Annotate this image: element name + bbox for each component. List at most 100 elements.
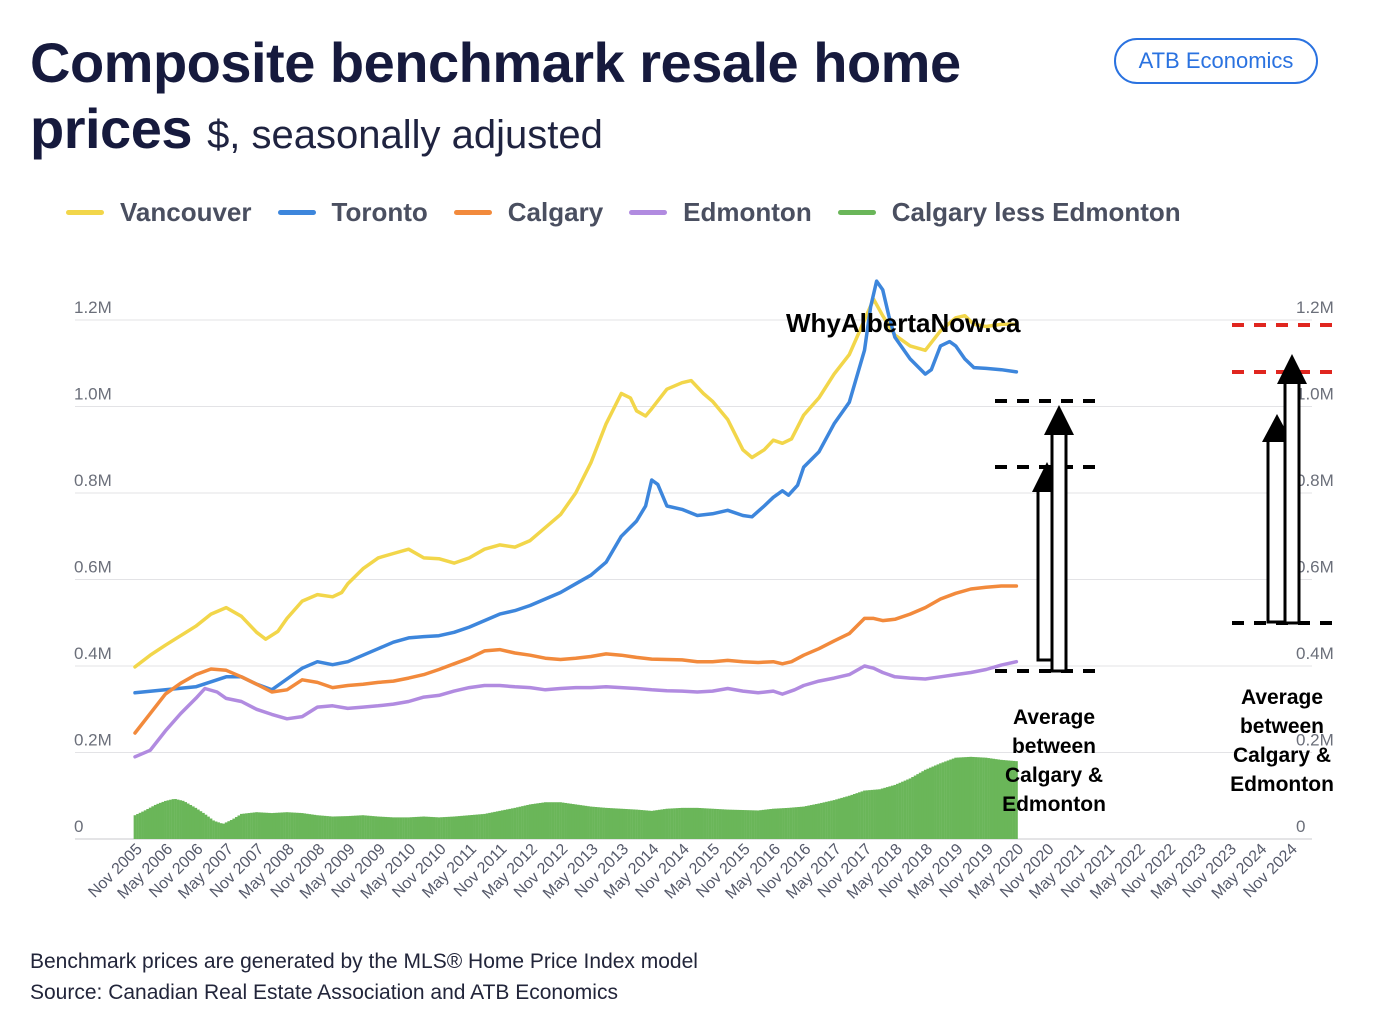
diff-bar [353, 815, 357, 839]
diff-bar [1012, 760, 1016, 839]
diff-bar [893, 784, 897, 839]
diff-bar [207, 816, 210, 839]
diff-bar [391, 817, 395, 839]
diff-bar [374, 816, 377, 839]
diff-bar [326, 816, 329, 839]
diff-bar [1015, 761, 1018, 839]
diff-bar [194, 807, 198, 839]
diff-bar [594, 806, 598, 839]
diff-bar [485, 813, 489, 839]
diff-bar [161, 801, 165, 839]
diff-bar [840, 797, 844, 839]
diff-bar [587, 806, 590, 839]
diff-bar [164, 800, 167, 839]
diff-bar [832, 800, 836, 839]
diff-bar [179, 800, 182, 839]
annotation-right-line-2: between [1240, 715, 1324, 738]
diff-bar [480, 814, 484, 839]
y-tick-label-left: 0.2M [74, 731, 112, 750]
diff-bar [581, 805, 585, 839]
diff-bar [774, 808, 778, 839]
diff-bar [946, 760, 950, 839]
diff-bar [690, 807, 694, 839]
diff-bar [695, 807, 699, 839]
diff-bar [250, 812, 253, 839]
diff-bar [597, 807, 600, 839]
diff-bar [804, 806, 808, 839]
diff-bar [625, 809, 628, 839]
diff-bar [685, 807, 689, 839]
diff-bar [293, 812, 296, 839]
legend-label-vancouver: Vancouver [120, 196, 252, 227]
diff-bar [670, 808, 674, 839]
diff-bar [209, 818, 213, 839]
y-tick-label-left: 1.0M [74, 385, 112, 404]
diff-bar [543, 802, 547, 839]
annotation-left: Average between Calgary & Edmonton [1002, 706, 1106, 816]
atb-economics-badge[interactable]: ATB Economics [1114, 38, 1318, 84]
diff-bar [523, 805, 527, 839]
diff-bar [227, 821, 231, 839]
diff-bar [617, 808, 621, 839]
line-edmonton [133, 659, 1019, 759]
diff-bar [759, 810, 762, 839]
diff-bar [749, 810, 752, 839]
diff-bar [744, 810, 747, 839]
diff-bar [554, 802, 557, 839]
diff-bar [779, 808, 783, 839]
diff-bar [825, 801, 828, 839]
diff-bar [807, 805, 811, 839]
diff-bar [229, 820, 233, 839]
diff-bar [136, 814, 139, 839]
diff-bar [614, 808, 618, 839]
diff-bar [926, 768, 930, 839]
diff-bar [627, 809, 631, 839]
diff-bar [399, 817, 403, 839]
diff-bar [890, 785, 894, 839]
legend-item-edmonton[interactable]: Edmonton [629, 197, 812, 228]
diff-bar [675, 808, 679, 839]
diff-bar [607, 808, 611, 839]
diff-bar [647, 810, 651, 839]
diff-bar [873, 789, 876, 839]
diff-bar [999, 759, 1003, 839]
diff-bar [394, 817, 398, 839]
legend-item-vancouver[interactable]: Vancouver [66, 197, 252, 228]
diff-bar [964, 757, 968, 839]
diff-bar [541, 802, 545, 839]
diff-bar [630, 809, 633, 839]
diff-bar [518, 806, 522, 839]
diff-bar [756, 810, 760, 839]
diff-bar [536, 803, 540, 839]
diff-bar [204, 814, 208, 839]
diff-bar [898, 782, 902, 839]
y-tick-label-right: 1.2M [1296, 298, 1334, 317]
diff-bar [455, 816, 459, 839]
diff-bar [754, 810, 757, 839]
diff-bar [361, 815, 365, 839]
legend-item-calgary[interactable]: Calgary [453, 197, 603, 228]
diff-bar [409, 817, 413, 839]
diff-bar [855, 793, 859, 839]
diff-bar [592, 806, 595, 839]
diff-bar [397, 817, 400, 839]
diff-bar [956, 757, 960, 839]
diff-bar [746, 810, 750, 839]
diff-bar [427, 816, 431, 839]
diff-bar [498, 810, 502, 839]
legend-item-calgary-less-edmonton[interactable]: Calgary less Edmonton [837, 197, 1181, 228]
diff-bar [348, 815, 352, 839]
diff-bar [1002, 760, 1006, 839]
diff-bar [272, 812, 276, 839]
diff-bar [511, 808, 514, 839]
diff-bar [683, 807, 687, 839]
diff-bar [847, 795, 851, 839]
diff-bar [916, 774, 920, 839]
diff-bar [376, 816, 380, 839]
line-calgary [133, 584, 1019, 735]
diff-bar [551, 802, 555, 839]
legend-swatch-diff [837, 209, 876, 215]
diff-bar [407, 817, 410, 839]
legend-item-toronto[interactable]: Toronto [277, 197, 428, 228]
y-tick-label-right: 0.8M [1296, 471, 1334, 490]
